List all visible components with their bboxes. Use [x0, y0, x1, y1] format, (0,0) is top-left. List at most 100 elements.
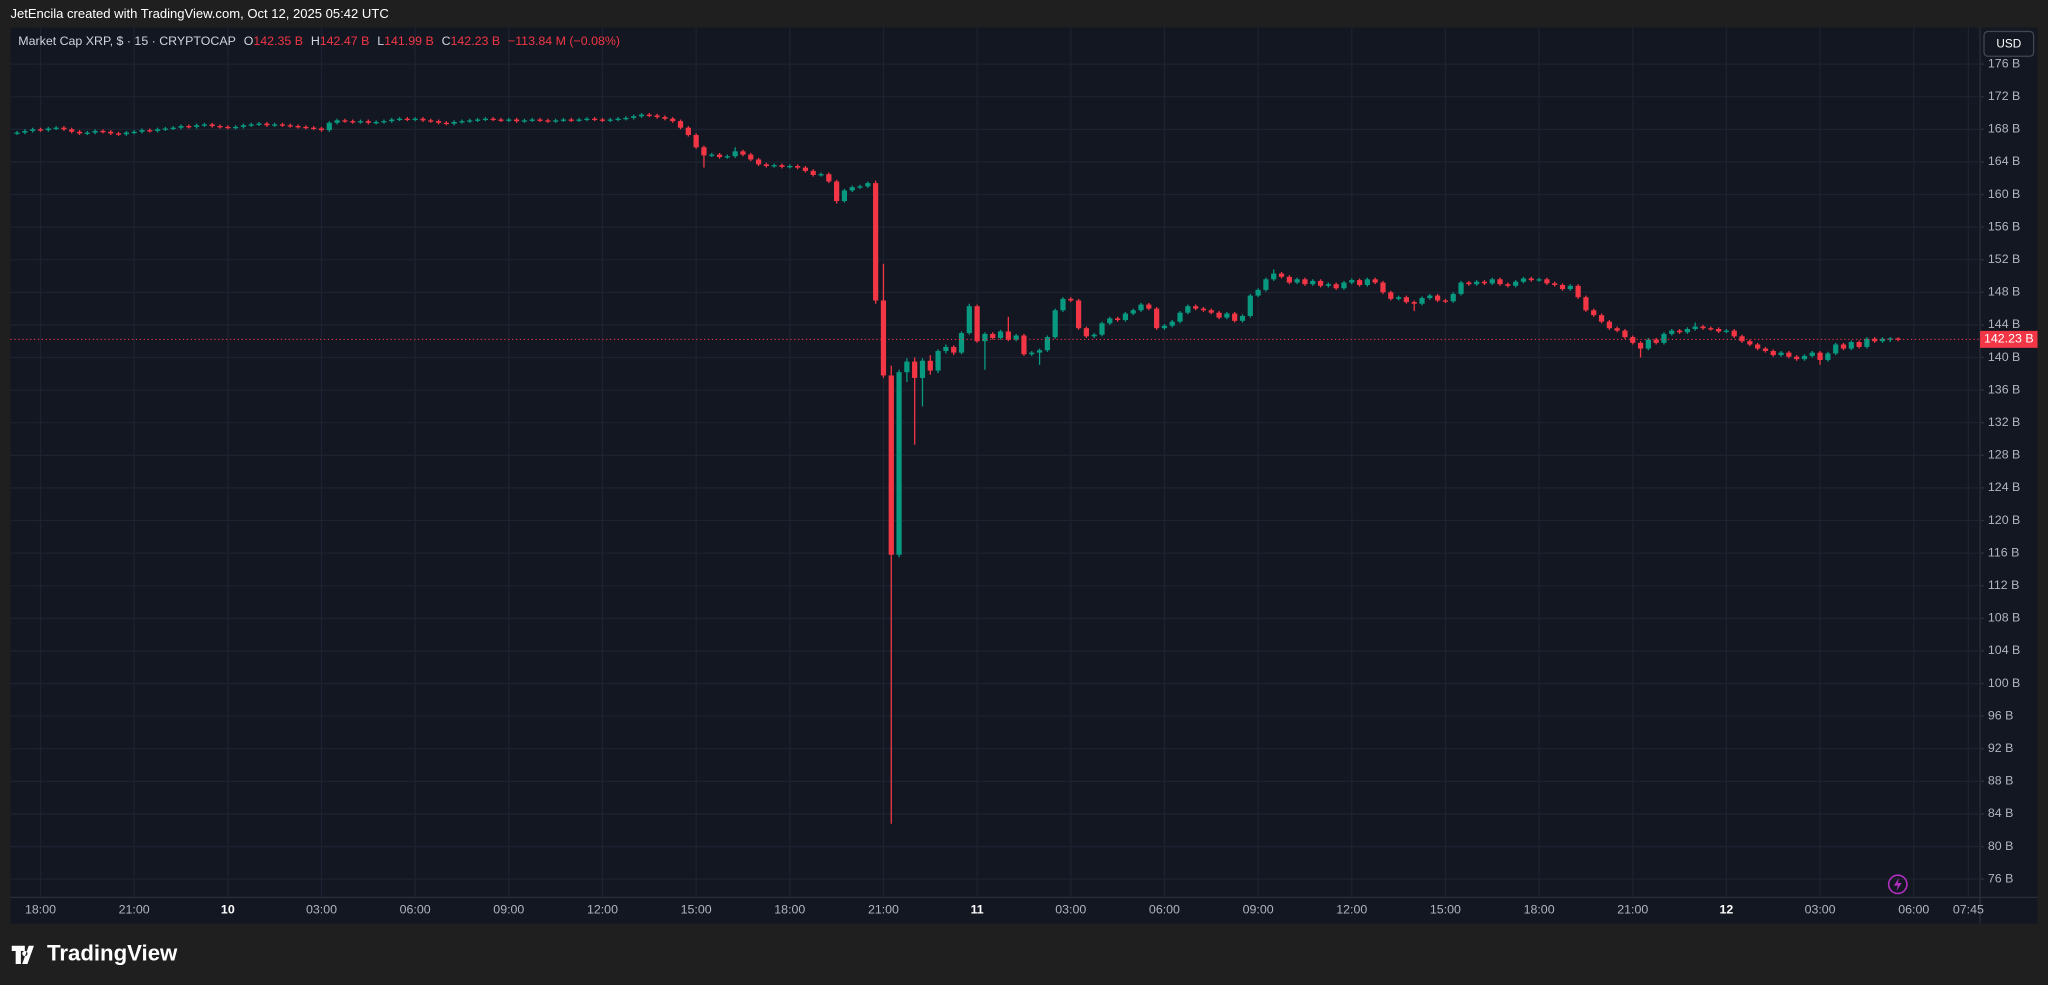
- candle-body: [568, 119, 574, 121]
- candle-body: [1497, 279, 1503, 285]
- candle-body: [1622, 330, 1628, 338]
- candle-body: [896, 372, 902, 555]
- candle-body: [685, 127, 691, 136]
- candle-body: [724, 156, 730, 158]
- candle-body: [412, 118, 418, 121]
- candle-body: [45, 128, 51, 131]
- candle-body: [264, 123, 270, 126]
- candle-body: [1294, 279, 1300, 283]
- candle-body: [1684, 328, 1691, 333]
- y-tick-label: 116 B: [1988, 545, 2019, 559]
- candle-body: [1177, 312, 1183, 322]
- candle-body: [1224, 313, 1230, 318]
- candle-body: [1036, 350, 1043, 353]
- candle-body: [123, 132, 129, 135]
- candle-body: [623, 117, 629, 120]
- candle-body: [1575, 285, 1581, 298]
- candle-body: [849, 187, 855, 191]
- candle-body: [1302, 279, 1308, 285]
- candle-body: [1403, 297, 1410, 303]
- candle-body: [428, 120, 434, 122]
- candle-body: [599, 119, 606, 121]
- candle-body: [1325, 284, 1331, 286]
- candle-body: [662, 117, 668, 119]
- y-tick-label: 160 B: [1988, 187, 2020, 201]
- candle-body: [1786, 352, 1792, 357]
- candle-body: [857, 186, 863, 188]
- y-tick-label: 148 B: [1988, 285, 2020, 299]
- lightning-icon[interactable]: [1887, 874, 1908, 895]
- candle-body: [1770, 351, 1776, 356]
- legend-value: 141.99 B: [384, 34, 434, 48]
- candle-body: [1310, 280, 1316, 285]
- candle-body: [490, 118, 496, 121]
- y-tick-label: 80 B: [1988, 839, 2014, 853]
- candle-body: [287, 125, 293, 127]
- candle-body: [1208, 310, 1214, 313]
- candle-body: [303, 126, 309, 129]
- y-tick-label: 120 B: [1988, 513, 2020, 527]
- candle-body: [482, 118, 489, 121]
- candle-body: [1107, 318, 1113, 324]
- y-tick-label: 152 B: [1988, 252, 2020, 266]
- y-tick-label: 176 B: [1988, 56, 2020, 70]
- candle-body: [1216, 312, 1222, 318]
- legend: Market Cap XRP, $ · 15 · CRYPTOCAP O142.3…: [18, 34, 620, 48]
- legend-value: 142.23 B: [451, 34, 501, 48]
- candle-body: [1669, 330, 1675, 334]
- currency-label[interactable]: USD: [1996, 38, 2021, 51]
- candle-body: [1872, 338, 1878, 342]
- time-axis: [10, 897, 2038, 924]
- candle-body: [1887, 338, 1893, 340]
- candle-body: [170, 127, 176, 129]
- y-tick-label: 108 B: [1988, 611, 2020, 625]
- candle-body: [631, 116, 637, 118]
- x-tick-label: 10: [221, 903, 235, 917]
- candle-body: [1442, 300, 1449, 302]
- candle-body: [474, 119, 481, 121]
- candle-body: [201, 124, 208, 126]
- y-tick-label: 144 B: [1988, 317, 2020, 331]
- currency-button[interactable]: [1983, 30, 2035, 57]
- candle-body: [1021, 335, 1027, 355]
- candle-body: [919, 360, 926, 378]
- y-tick-label: 132 B: [1988, 415, 2020, 429]
- legend-key: O: [244, 34, 254, 48]
- x-tick-label: 18:00: [1524, 903, 1555, 917]
- candle-body: [873, 183, 879, 301]
- y-tick-label: 172 B: [1988, 89, 2020, 103]
- candle-body: [459, 121, 465, 123]
- candle-body: [1840, 344, 1847, 349]
- candle-body: [1068, 298, 1074, 301]
- candle-body: [1864, 338, 1870, 347]
- candle-body: [1349, 280, 1355, 283]
- candle-body: [990, 333, 996, 338]
- candle-body: [84, 132, 90, 134]
- candle-body: [740, 151, 746, 155]
- grid: [10, 27, 1981, 898]
- x-tick-label: 06:00: [1898, 903, 1929, 917]
- x-tick-label: 21:00: [868, 903, 899, 917]
- candle-body: [537, 119, 543, 121]
- x-tick-label: 03:00: [306, 903, 337, 917]
- x-tick-label: 11: [971, 903, 984, 917]
- candle-body: [1372, 279, 1378, 283]
- candle-body: [1559, 284, 1566, 290]
- candle-body: [1239, 315, 1246, 321]
- candle-body: [1161, 325, 1168, 329]
- candle-body: [638, 114, 645, 117]
- candle-body: [1466, 282, 1472, 285]
- candle-body: [1552, 283, 1558, 285]
- candle-body: [1801, 355, 1808, 360]
- candle-body: [240, 125, 247, 127]
- candle-body: [100, 130, 106, 133]
- candle-body: [615, 118, 621, 121]
- candle-body: [1708, 328, 1714, 330]
- candle-body: [1232, 313, 1238, 321]
- candle-body: [997, 331, 1004, 338]
- candle-body: [451, 121, 457, 124]
- candle-body: [1200, 308, 1207, 311]
- candle-body: [1513, 281, 1519, 286]
- candle-body: [147, 130, 153, 132]
